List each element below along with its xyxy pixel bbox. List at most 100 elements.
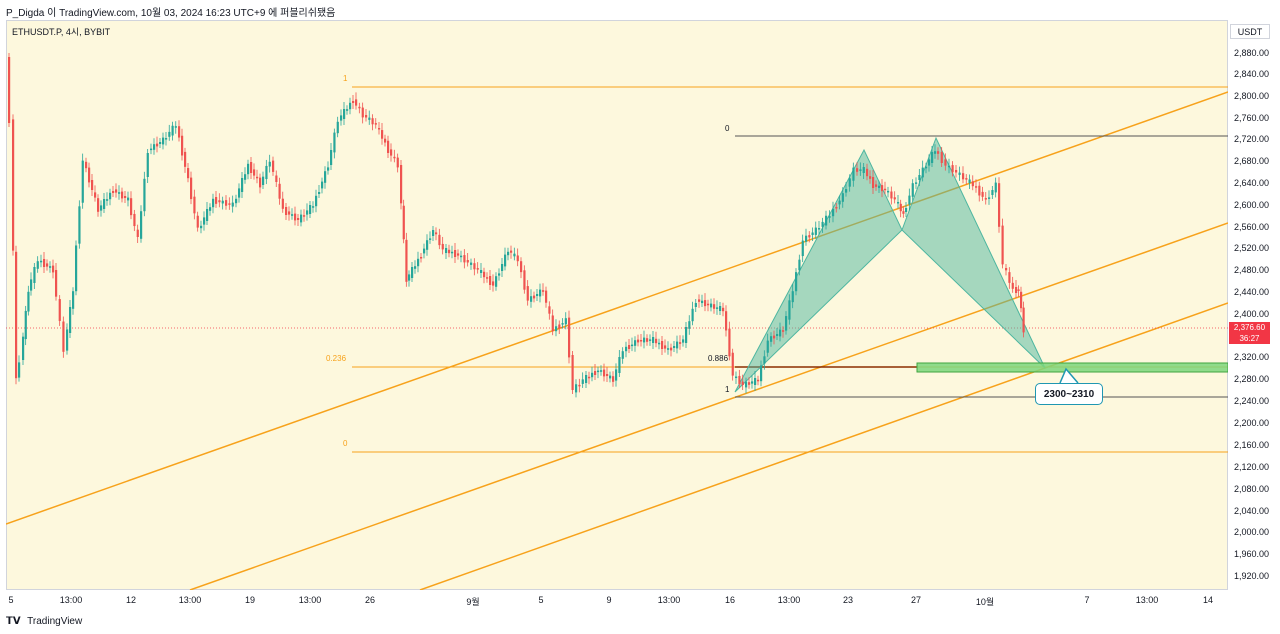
candle-body (673, 346, 676, 348)
candle-body (178, 126, 181, 138)
candle-body (848, 178, 851, 187)
time-tick-label: 5 (8, 595, 14, 605)
candle-body (688, 321, 691, 329)
footer-brand[interactable]: 𝗧𝗩 TradingView (6, 616, 82, 627)
candle-body (438, 234, 441, 246)
price-axis[interactable] (1228, 20, 1280, 590)
candle-body (545, 290, 548, 303)
candle-body (400, 165, 403, 204)
candle-body (340, 115, 343, 121)
candle-body (694, 303, 697, 307)
candle-body (984, 198, 987, 200)
candle-body (159, 142, 162, 144)
candle-body (884, 188, 887, 191)
candle-body (841, 193, 844, 202)
time-tick-label: 9 (606, 595, 612, 605)
candle-body (658, 342, 661, 345)
candle-body (209, 207, 212, 211)
candle-body (146, 153, 149, 177)
price-tick-label: 2,880.00 (1234, 48, 1270, 58)
time-tick-label: 16 (724, 595, 736, 605)
candle-body (981, 191, 984, 197)
candle-body (275, 175, 278, 182)
fib-label-0: 0 (343, 439, 348, 448)
candle-body (869, 176, 872, 179)
candle-body (640, 340, 643, 342)
publish-info: P_Digda 이 TradingView.com, 10월 03, 2024 … (6, 8, 336, 19)
candle-body (212, 198, 215, 208)
candle-body (805, 235, 808, 242)
candle-body (625, 346, 628, 352)
candle-body (100, 205, 103, 211)
candle-body (52, 265, 55, 273)
price-tick-label: 2,320.00 (1234, 352, 1270, 362)
candle-body (371, 118, 374, 125)
candle-body (268, 161, 271, 167)
candle-body (480, 270, 483, 273)
price-tick-label: 2,080.00 (1234, 484, 1270, 494)
candle-body (1005, 268, 1008, 271)
price-tick-label: 2,400.00 (1234, 309, 1270, 319)
price-tick-label: 2,800.00 (1234, 91, 1270, 101)
candle-body (770, 336, 773, 342)
candle-body (801, 240, 804, 257)
candle-body (520, 261, 523, 273)
candle-body (85, 161, 88, 169)
channel-line-lower (419, 302, 1228, 590)
candle-body (821, 221, 824, 227)
price-tick-label: 1,960.00 (1234, 549, 1270, 559)
price-tick-label: 2,160.00 (1234, 440, 1270, 450)
candle-body (247, 163, 250, 175)
candle-body (352, 101, 355, 103)
candle-body (676, 341, 679, 349)
candle-body (411, 267, 414, 278)
time-axis[interactable] (6, 590, 1228, 610)
candle-body (121, 191, 124, 199)
candle-body (130, 198, 133, 216)
candle-body (49, 266, 52, 268)
currency-unit[interactable]: USDT (1230, 24, 1270, 39)
candle-body (859, 169, 862, 171)
candle-body (463, 255, 466, 263)
symbol-label[interactable]: ETHUSDT.P, 4시, BYBIT (12, 27, 111, 37)
chart-area[interactable] (6, 20, 1228, 590)
candle-body (835, 207, 838, 209)
candle-body (36, 261, 39, 269)
candle-body (109, 192, 112, 200)
time-tick-label: 13:00 (777, 595, 801, 605)
candle-body (15, 251, 18, 379)
candle-body (387, 140, 390, 153)
candle-body (294, 213, 297, 221)
candle-body (238, 188, 241, 198)
candle-body (221, 200, 224, 204)
price-tick-label: 2,040.00 (1234, 506, 1270, 516)
candle-body (445, 248, 448, 253)
candle-body (1015, 287, 1018, 293)
candle-body (225, 200, 228, 206)
candle-body (707, 303, 710, 306)
price-tick-label: 2,600.00 (1234, 200, 1270, 210)
candle-body (343, 109, 346, 119)
candle-body (791, 291, 794, 303)
candle-body (24, 310, 27, 340)
candle-body (852, 167, 855, 181)
fib-label-0236: 0.236 (326, 354, 347, 363)
candle-body (297, 218, 300, 220)
candle-body (457, 253, 460, 256)
candle-body (710, 303, 713, 308)
candle-body (682, 339, 685, 343)
candle-body (704, 300, 707, 307)
candle-body (330, 150, 333, 165)
candle-body (568, 317, 571, 358)
candle-body (921, 167, 924, 178)
price-tick-label: 2,680.00 (1234, 156, 1270, 166)
candle-body (187, 168, 190, 179)
candle-body (782, 330, 785, 332)
price-tick-label: 2,760.00 (1234, 113, 1270, 123)
target-zone-label[interactable]: 2300~2310 (1035, 383, 1103, 405)
candle-body (722, 307, 725, 312)
candle-body (911, 183, 914, 197)
candle-body (603, 369, 606, 377)
price-tick-label: 2,520.00 (1234, 243, 1270, 253)
